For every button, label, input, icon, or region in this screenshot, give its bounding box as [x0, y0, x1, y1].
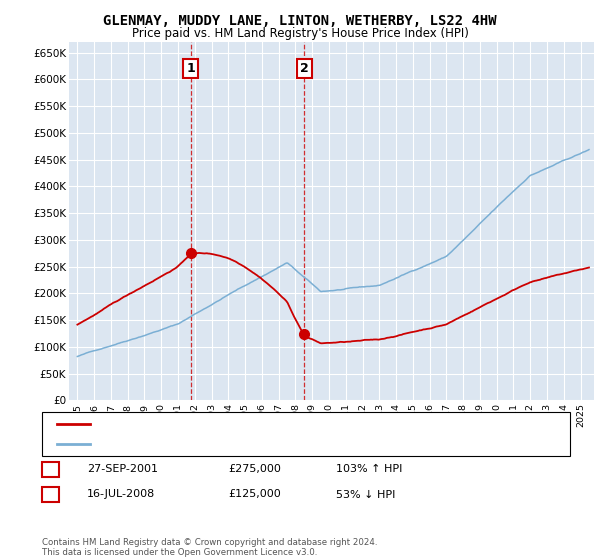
- Text: GLENMAY, MUDDY LANE, LINTON, WETHERBY, LS22 4HW (detached house): GLENMAY, MUDDY LANE, LINTON, WETHERBY, L…: [96, 419, 463, 429]
- Text: £275,000: £275,000: [228, 464, 281, 474]
- Text: 1: 1: [47, 464, 54, 474]
- Text: 27-SEP-2001: 27-SEP-2001: [87, 464, 158, 474]
- Text: HPI: Average price, detached house, Leeds: HPI: Average price, detached house, Leed…: [96, 439, 305, 449]
- Text: 103% ↑ HPI: 103% ↑ HPI: [336, 464, 403, 474]
- Text: Contains HM Land Registry data © Crown copyright and database right 2024.
This d: Contains HM Land Registry data © Crown c…: [42, 538, 377, 557]
- Text: 53% ↓ HPI: 53% ↓ HPI: [336, 489, 395, 500]
- Text: 2: 2: [300, 62, 309, 75]
- Text: Price paid vs. HM Land Registry's House Price Index (HPI): Price paid vs. HM Land Registry's House …: [131, 27, 469, 40]
- Text: £125,000: £125,000: [228, 489, 281, 500]
- Text: 16-JUL-2008: 16-JUL-2008: [87, 489, 155, 500]
- Text: 1: 1: [186, 62, 195, 75]
- Text: GLENMAY, MUDDY LANE, LINTON, WETHERBY, LS22 4HW: GLENMAY, MUDDY LANE, LINTON, WETHERBY, L…: [103, 14, 497, 28]
- Text: 2: 2: [47, 489, 54, 500]
